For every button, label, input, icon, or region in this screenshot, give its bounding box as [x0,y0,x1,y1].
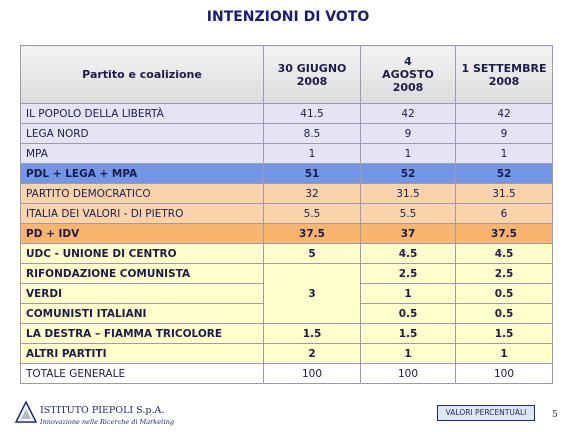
value-cell: 31.5 [455,183,553,204]
value-cell: 8.5 [263,123,361,144]
value-cell: 1 [360,343,456,364]
value-cell: 1 [455,343,553,364]
value-cell: 41.5 [263,103,361,124]
value-cell: 0.5 [360,303,456,324]
company: ISTITUTO PIEPOLI S.p.A. [40,405,165,416]
value-cell: 5.5 [360,203,456,224]
header-cell: 4 AGOSTO 2008 [360,45,456,104]
row-label: LEGA NORD [20,123,264,144]
value-cell: 2 [263,343,361,364]
row-label: UDC - UNIONE DI CENTRO [20,243,264,264]
value-cell: 52 [455,163,553,184]
value-cell: 1 [360,283,456,304]
value-cell: 37.5 [263,223,361,244]
tagline: Innovazione nelle Ricerche di Marketing [40,418,175,426]
value-cell: 51 [263,163,361,184]
header-line: 2008 [392,81,424,94]
row-label: COMUNISTI ITALIANI [20,303,264,324]
table-row: MPA 1 1 1 [20,143,553,164]
row-label: TOTALE GENERALE [20,363,264,384]
header-cell: 1 SETTEMBRE 2008 [455,45,553,104]
value-cell: 37 [360,223,456,244]
table-row: LEGA NORD 8.5 9 9 [20,123,553,144]
header-line: 30 GIUGNO [277,61,347,75]
value-cell: 1 [455,143,553,164]
value-cell: 37.5 [455,223,553,244]
row-label: MPA [20,143,264,164]
logo [14,400,38,423]
row-label: PARTITO DEMOCRATICO [20,183,264,204]
table-row: IL POPOLO DELLA LIBERTÀ 41.5 42 42 [20,103,553,124]
value-cell: 1.5 [360,323,456,344]
table-row: TOTALE GENERALE 100 100 100 [20,363,553,384]
row-label: PDL + LEGA + MPA [20,163,264,184]
value-cell: 0.5 [455,303,553,324]
row-label: ALTRI PARTITI [20,343,264,364]
row-label: PD + IDV [20,223,264,244]
value-cell: 6 [455,203,553,224]
value-cell: 100 [360,363,456,384]
row-label: RIFONDAZIONE COMUNISTA [20,263,264,284]
value-cell: 2.5 [360,263,456,284]
header-cell: Partito e coalizione [20,45,264,104]
value-cell: 100 [455,363,553,384]
value-cell: 2.5 [455,263,553,284]
value-cell: 1.5 [455,323,553,344]
value-cell: 9 [360,123,456,144]
value-cell: 31.5 [360,183,456,204]
row-label: ITALIA DEI VALORI - DI PIETRO [20,203,264,224]
header-line: 4 [404,55,412,68]
value-cell: 4.5 [360,243,456,264]
header-cell: 30 GIUGNO 2008 [263,45,361,104]
value-cell: 0.5 [455,283,553,304]
table-row: PDL + LEGA + MPA 51 52 52 [20,163,553,184]
value-cell: 1 [263,143,361,164]
value-cell: 42 [455,103,553,124]
table-row: ALTRI PARTITI 2 1 1 [20,343,553,364]
value-cell: 9 [455,123,553,144]
header-line: 2008 [488,74,520,88]
row-label: IL POPOLO DELLA LIBERTÀ [20,103,264,124]
note-box: VALORI PERCENTUALI [437,405,535,421]
header-line: 1 SETTEMBRE [461,61,547,75]
table-row: VERDI 1 0.5 [20,283,553,304]
table-row: PARTITO DEMOCRATICO 32 31.5 31.5 [20,183,553,204]
page-number: 5 [552,410,558,420]
value-cell: 1.5 [263,323,361,344]
table-row: UDC - UNIONE DI CENTRO 5 4.5 4.5 [20,243,553,264]
row-label: VERDI [20,283,264,304]
header-line: 2008 [296,74,328,88]
value-cell: 4.5 [455,243,553,264]
value-cell: 3 [263,263,361,324]
table-row: RIFONDAZIONE COMUNISTA 3 2.5 2.5 [20,263,553,324]
table-row: ITALIA DEI VALORI - DI PIETRO 5.5 5.5 6 [20,203,553,224]
value-cell: 5 [263,243,361,264]
table-row: LA DESTRA – FIAMMA TRICOLORE 1.5 1.5 1.5 [20,323,553,344]
value-cell: 5.5 [263,203,361,224]
value-cell: 100 [263,363,361,384]
row-label: LA DESTRA – FIAMMA TRICOLORE [20,323,264,344]
table-row: PD + IDV 37.5 37 37.5 [20,223,553,244]
title: INTENZIONI DI VOTO [206,9,370,25]
vote-table: Partito e coalizione 30 GIUGNO 2008 4 AGOSTO… [20,45,553,384]
value-cell: 42 [360,103,456,124]
header-line: AGOSTO [382,68,434,81]
value-cell: 1 [360,143,456,164]
value-cell: 52 [360,163,456,184]
value-cell: 32 [263,183,361,204]
header-row: Partito e coalizione 30 GIUGNO 2008 4 AGOSTO… [20,45,553,104]
